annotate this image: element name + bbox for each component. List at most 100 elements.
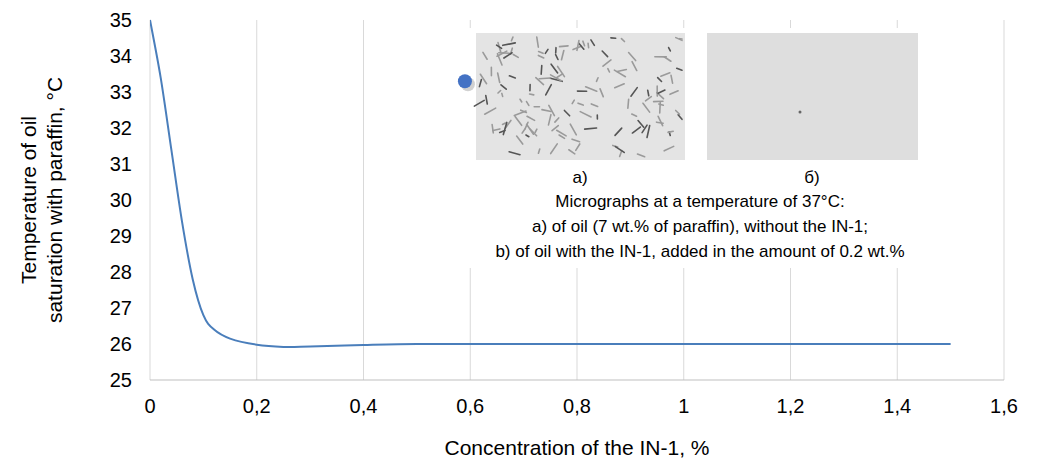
crystal: [538, 55, 543, 58]
crystal: [479, 79, 481, 86]
crystal: [569, 150, 575, 154]
crystal: [504, 53, 512, 58]
crystal: [539, 77, 550, 79]
crystal: [661, 73, 670, 76]
crystal: [646, 97, 652, 101]
crystal: [527, 116, 535, 120]
y-tick-label: 27: [110, 297, 132, 319]
crystal: [526, 135, 529, 137]
x-tick-label: 1,6: [990, 395, 1018, 417]
crystal: [572, 100, 574, 103]
crystal: [483, 52, 487, 59]
micrograph-a: [476, 33, 685, 160]
crystal: [632, 62, 637, 71]
x-tick-label: 1: [678, 395, 689, 417]
crystal: [555, 118, 559, 122]
crystal: [515, 117, 522, 126]
x-axis-title: Concentration of the IN-1, %: [445, 436, 710, 459]
crystal: [485, 108, 496, 114]
crystal: [632, 127, 640, 133]
crystal: [498, 73, 500, 82]
crystal: [577, 90, 586, 92]
crystal: [614, 70, 625, 77]
crystal: [551, 144, 558, 154]
crystal: [631, 88, 637, 97]
crystal: [557, 130, 566, 136]
crystal: [596, 78, 598, 82]
crystal: [546, 85, 552, 95]
crystal: [643, 103, 650, 112]
crystal: [474, 100, 484, 106]
x-grid-line: [1004, 20, 1005, 380]
crystal: [664, 146, 673, 150]
crystal: [659, 102, 661, 113]
x-tick-label: 0,6: [456, 395, 484, 417]
y-tick-label: 28: [110, 261, 132, 283]
crystal: [658, 116, 663, 125]
x-tick-label: 0,2: [243, 395, 271, 417]
crystal: [637, 154, 644, 157]
annotation: a) of oil (7 wt.% of paraffin), without …: [532, 217, 868, 236]
crystal: [600, 89, 603, 97]
point: [458, 74, 472, 88]
crystal: [549, 105, 555, 115]
crystal: [676, 110, 680, 114]
crystal: [638, 121, 644, 128]
crystal: [551, 64, 558, 73]
annotation: a): [572, 168, 587, 187]
crystal: [627, 99, 629, 108]
crystal: [648, 90, 649, 96]
crystal: [617, 70, 626, 72]
crystal: [583, 41, 585, 46]
crystal: [669, 48, 671, 51]
crystal: [542, 110, 551, 112]
crystal: [678, 115, 682, 120]
crystal: [586, 87, 597, 91]
crystal: [509, 152, 520, 155]
crystal: [513, 55, 518, 58]
crystal: [527, 102, 529, 106]
crystal: [670, 91, 678, 94]
crystal: [503, 123, 506, 124]
crystal: [564, 110, 569, 115]
y-tick-label: 25: [110, 369, 132, 391]
crystal: [608, 69, 610, 72]
crystal: [570, 124, 576, 135]
y-tick-label: 31: [110, 153, 132, 175]
crystal: [480, 74, 486, 83]
crystal: [558, 66, 565, 76]
crystal: [501, 93, 503, 96]
crystal: [535, 129, 537, 132]
crystal: [503, 43, 515, 45]
x-tick-label: 1,4: [883, 395, 911, 417]
crystal: [615, 128, 622, 135]
marks: [150, 20, 951, 347]
inset: a)б)Micrographs at a temperature of 37°C…: [468, 28, 930, 268]
crystal: [497, 51, 507, 56]
crystal: [520, 99, 522, 102]
crystal: [540, 66, 542, 75]
crystal: [530, 129, 536, 136]
crystal: [509, 76, 515, 78]
crystal: [668, 131, 673, 132]
inset-background: [468, 28, 930, 268]
crystal: [511, 37, 512, 41]
crystal: [621, 39, 624, 42]
y-tick-label: 35: [110, 9, 132, 31]
crystal: [603, 60, 611, 66]
crystal: [591, 40, 594, 46]
crystal: [492, 125, 493, 133]
crystal: [577, 40, 579, 50]
crystal: [658, 90, 665, 93]
annotation: б): [804, 168, 819, 187]
x-tick-label: 0,4: [350, 395, 378, 417]
crystal: [486, 96, 488, 104]
x-grid-line: [150, 20, 151, 380]
x-grid-line: [363, 20, 364, 380]
crystal: [602, 51, 607, 57]
crystal: [664, 57, 671, 61]
crystal: [579, 43, 584, 49]
y-tick-label: 32: [110, 117, 132, 139]
chart: 00,20,40,60,811,21,41,625262728293031323…: [0, 0, 1041, 474]
crystal: [548, 115, 550, 125]
